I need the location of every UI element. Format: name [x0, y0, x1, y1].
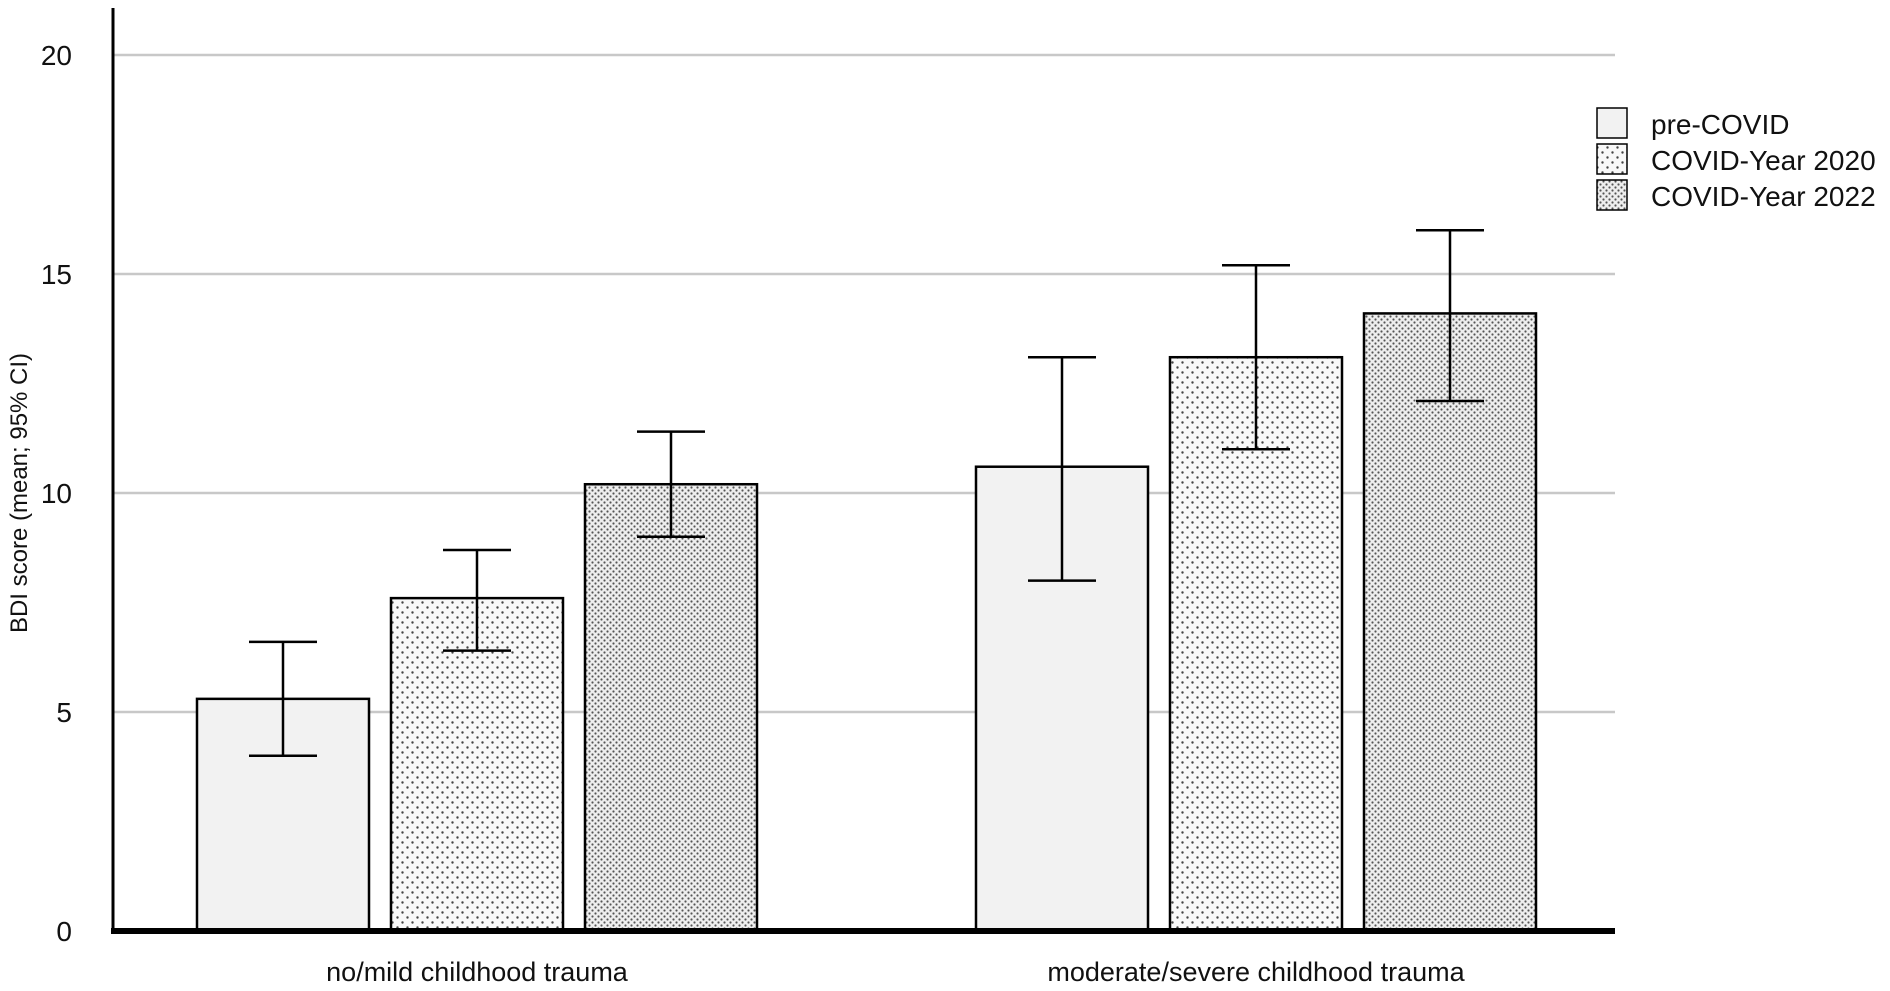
y-tick-label: 20: [41, 40, 72, 71]
x-category-label: moderate/severe childhood trauma: [1047, 957, 1465, 986]
bar-1-0: [389, 596, 565, 933]
x-category-label: no/mild childhood trauma: [326, 957, 629, 986]
bar-2-1: [1362, 312, 1538, 933]
legend-swatch: [1596, 107, 1628, 139]
y-tick-label: 5: [56, 697, 72, 728]
y-tick-label: 0: [56, 916, 72, 947]
error-bars: [249, 228, 1484, 758]
axis-labels: 0 5 10 15 20 no/mild childhood trauma moderate…: [6, 40, 1466, 987]
bars: [195, 312, 1538, 933]
legend-label: pre-COVID: [1651, 109, 1789, 140]
legend-swatch: [1596, 143, 1628, 175]
legend: pre-COVID COVID-Year 2020 COVID-Year 2022: [1596, 107, 1876, 212]
legend-label: COVID-Year 2022: [1651, 181, 1876, 212]
y-tick-label: 10: [41, 478, 72, 509]
legend-swatch: [1596, 179, 1628, 211]
bar-2-0: [583, 482, 759, 933]
bar-1-1: [1168, 355, 1344, 933]
y-tick-label: 15: [41, 259, 72, 290]
y-axis-title: BDI score (mean; 95% CI): [6, 353, 33, 633]
legend-label: COVID-Year 2020: [1651, 145, 1876, 176]
axes: [111, 8, 1615, 934]
